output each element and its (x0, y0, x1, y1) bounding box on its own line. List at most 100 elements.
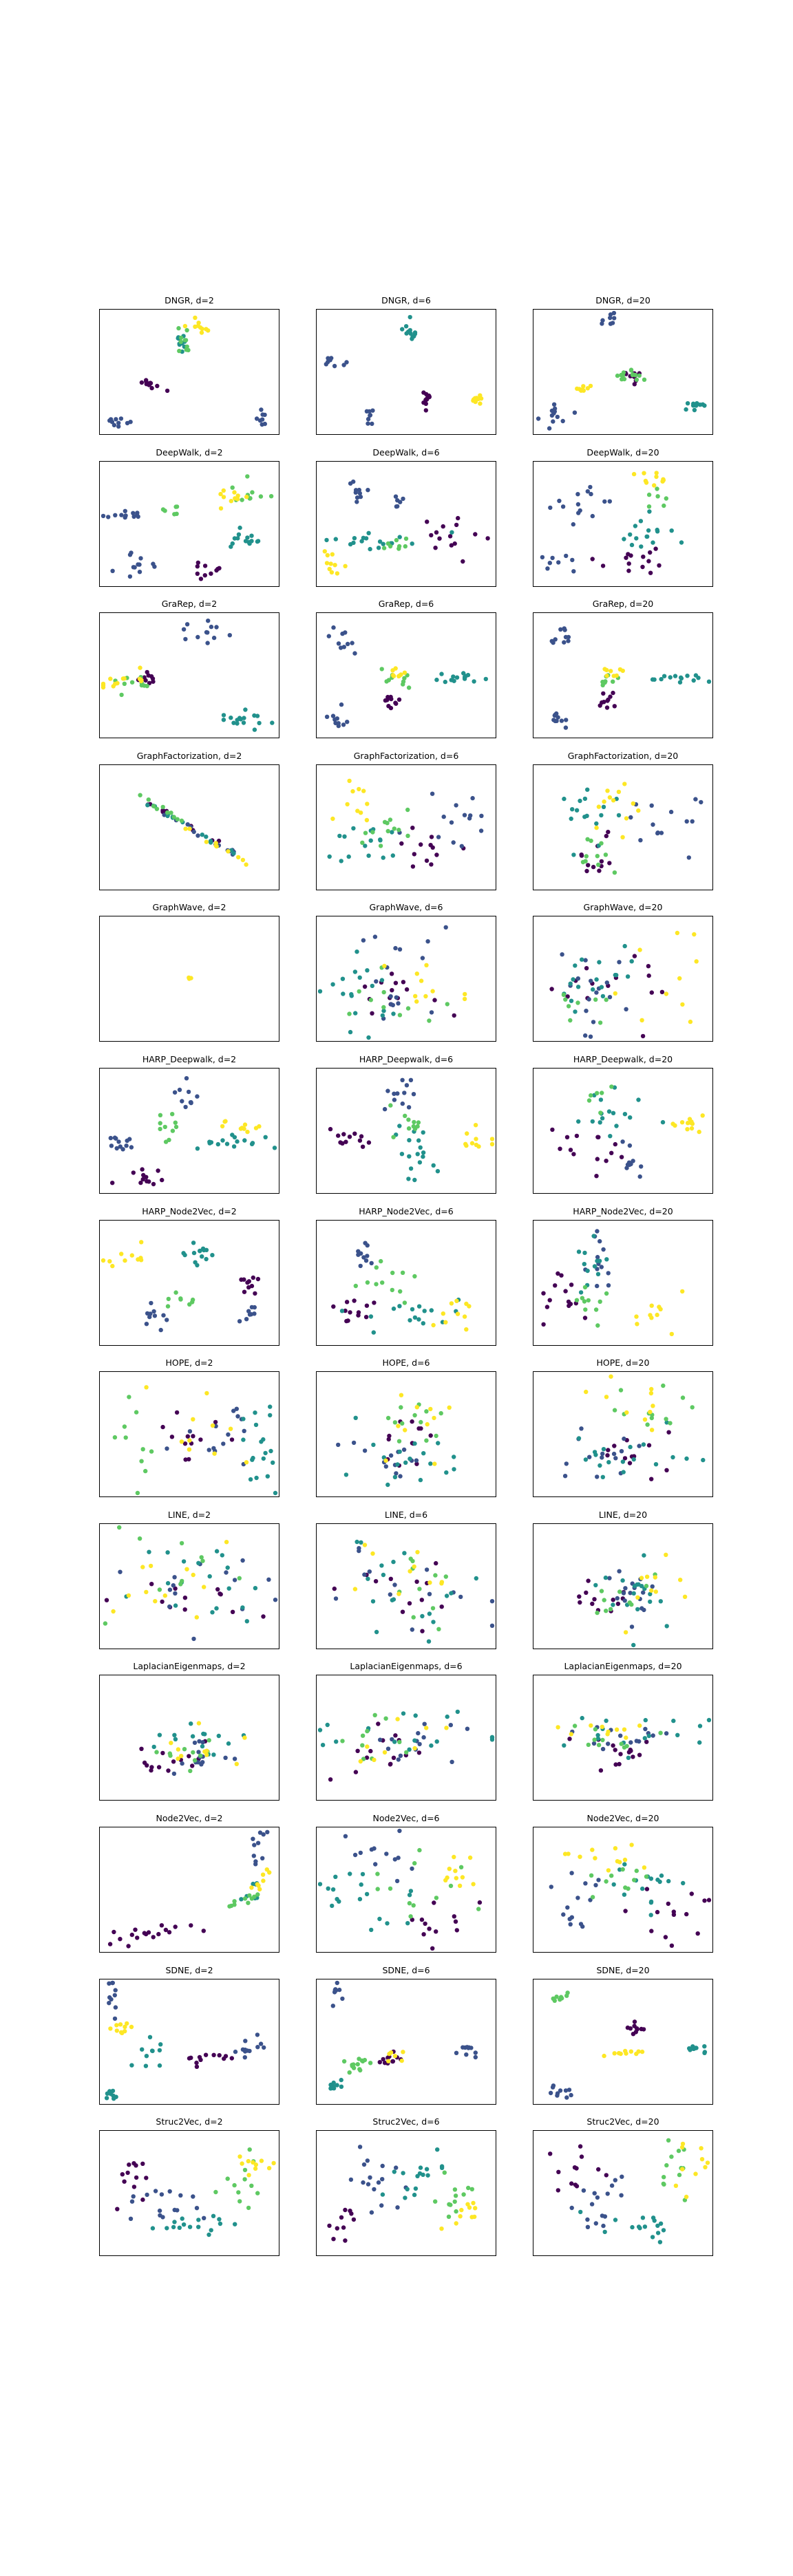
data-point (635, 1607, 640, 1612)
data-point (559, 1273, 564, 1278)
data-point (608, 1607, 613, 1611)
data-point (129, 1253, 134, 1258)
data-point (224, 1141, 230, 1146)
data-point (129, 2024, 134, 2030)
data-point (611, 310, 617, 316)
data-point (246, 2173, 251, 2178)
data-point (627, 1143, 633, 1148)
data-point (156, 1168, 160, 1173)
data-point (160, 1599, 165, 1604)
data-point (385, 1482, 390, 1488)
data-point (232, 2182, 237, 2188)
data-point (375, 1871, 380, 1876)
data-point (442, 2170, 447, 2175)
data-point (562, 1743, 567, 1748)
data-point (196, 321, 201, 325)
data-point (403, 324, 409, 329)
data-point (151, 804, 156, 808)
data-point (554, 1994, 559, 1999)
data-point (370, 1551, 375, 1556)
data-point (424, 2167, 430, 2171)
data-point (395, 2205, 400, 2210)
data-point (255, 2045, 260, 2050)
data-point (399, 1393, 404, 1397)
scatter-panel: Struc2Vec, d=2 (99, 2116, 279, 2256)
data-point (600, 683, 605, 688)
panel-title: HOPE, d=2 (165, 1357, 213, 1368)
data-point (165, 810, 170, 815)
data-point (355, 495, 360, 500)
data-point (397, 1828, 402, 1834)
data-point (643, 1717, 648, 1723)
data-point (642, 1553, 646, 1558)
data-point (200, 326, 204, 332)
data-point (242, 2167, 248, 2173)
data-point (569, 1871, 574, 1876)
data-point (243, 539, 249, 544)
data-point (463, 991, 467, 997)
data-point (101, 1258, 106, 1263)
panel-title: SDNE, d=2 (165, 1965, 213, 1975)
data-point (390, 853, 395, 858)
data-point (114, 2023, 119, 2028)
data-point (204, 1256, 209, 1262)
data-point (604, 980, 609, 985)
data-point (476, 1144, 481, 1149)
data-point (159, 2192, 165, 2197)
data-point (382, 963, 387, 969)
data-point (255, 1892, 260, 1897)
data-point (351, 826, 356, 831)
data-point (113, 2005, 118, 2010)
data-point (639, 1164, 644, 1169)
data-point (586, 997, 591, 1002)
data-point (431, 1620, 436, 1624)
data-point (182, 338, 188, 343)
data-point (129, 2063, 134, 2068)
data-point (615, 1601, 621, 1607)
data-point (160, 2215, 165, 2220)
data-point (607, 499, 612, 504)
data-point (655, 529, 660, 534)
data-point (231, 1408, 236, 1413)
data-point (564, 1461, 569, 1466)
data-point (478, 401, 483, 406)
data-point (339, 2084, 344, 2089)
data-point (210, 1423, 215, 1428)
data-point (649, 1477, 654, 1481)
data-point (571, 569, 576, 574)
data-point (139, 1746, 144, 1751)
data-point (226, 849, 231, 854)
data-point (439, 1580, 445, 1585)
data-point (211, 2052, 216, 2057)
data-point (392, 1857, 397, 1862)
data-point (380, 2177, 385, 2182)
data-point (599, 813, 604, 818)
data-point (401, 2050, 405, 2054)
data-point (187, 1429, 193, 1434)
data-point (240, 1558, 245, 1563)
data-point (399, 1152, 405, 1157)
data-point (138, 793, 142, 797)
data-point (135, 1935, 140, 1940)
data-point (478, 393, 483, 398)
data-point (195, 571, 200, 576)
data-point (370, 1599, 376, 1604)
data-point (400, 1421, 405, 1426)
data-point (195, 833, 200, 838)
data-point (341, 722, 346, 727)
data-point (662, 2175, 666, 2180)
data-point (412, 2192, 417, 2198)
data-point (112, 1993, 117, 1998)
data-point (562, 627, 567, 632)
scatter-panel: Struc2Vec, d=6 (316, 2116, 496, 2256)
data-point (579, 1426, 584, 1431)
data-point (325, 552, 330, 558)
data-point (412, 1413, 417, 1418)
data-point (237, 525, 242, 530)
data-point (556, 1271, 560, 1276)
panel-title: GraphWave, d=6 (369, 902, 443, 912)
axes-frame (99, 461, 279, 587)
data-point (634, 1314, 639, 1319)
data-point (140, 2197, 145, 2202)
data-point (195, 1263, 200, 1268)
